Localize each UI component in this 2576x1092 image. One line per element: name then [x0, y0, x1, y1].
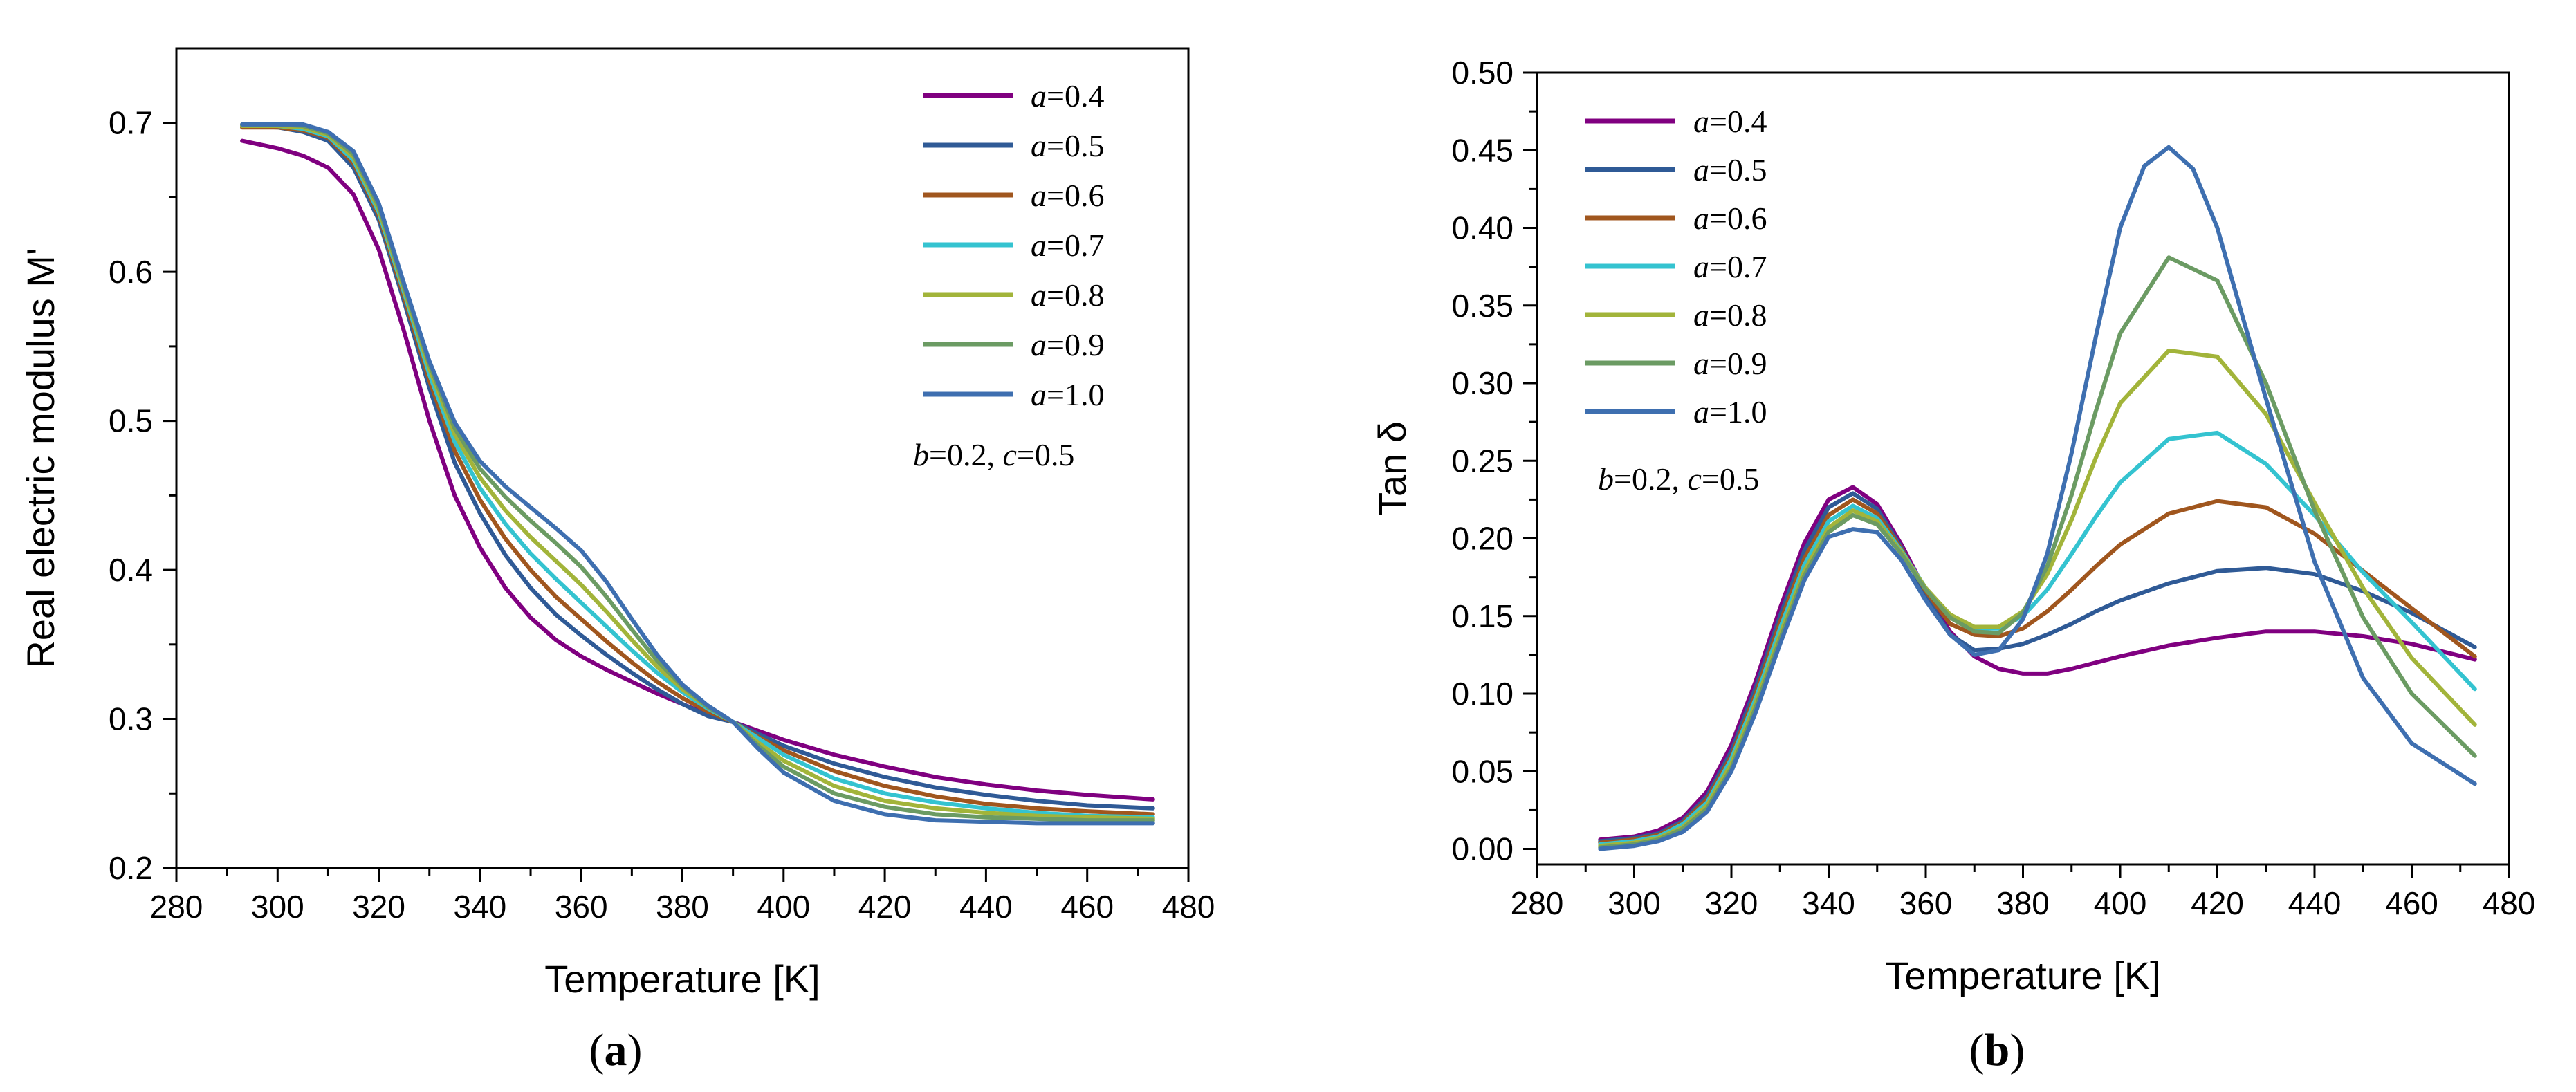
chart-b-x-tick-label: 300 [1608, 885, 1661, 921]
chart-b-legend-label-0-4: a=0.4 [1693, 104, 1767, 139]
chart-a-panel-label: (a) [589, 1025, 643, 1075]
chart-b-y-tick-label: 0.10 [1451, 676, 1514, 712]
chart-b-legend-label-0-6: a=0.6 [1693, 201, 1767, 236]
chart-a-y-tick-label: 0.3 [109, 701, 153, 737]
chart-a-x-tick-label: 320 [352, 889, 405, 925]
chart-b-y-tick-label: 0.35 [1451, 288, 1514, 324]
chart-b-series-line-0-4 [1598, 485, 2477, 842]
chart-b-y-tick-label: 0.25 [1451, 443, 1514, 479]
chart-a-legend-label-1-0: a=1.0 [1031, 377, 1104, 412]
chart-a-x-tick-label: 400 [757, 889, 810, 925]
chart-a-y-tick-label: 0.5 [109, 403, 153, 439]
chart-b-x-tick-label: 480 [2483, 885, 2536, 921]
chart-b-y-tick-label: 0.05 [1451, 753, 1514, 789]
chart-a-x-axis-title: Temperature [K] [544, 957, 820, 1001]
chart-panel-a: 280 300 320 340 360 380 400 420 440 460 480 0.2 0.3 0… [19, 47, 1215, 1075]
chart-b-parameter-annotation: b=0.2, c=0.5 [1598, 461, 1759, 497]
chart-a-legend-label-0-9: a=0.9 [1031, 327, 1104, 362]
chart-panel-b: 280 300 320 340 360 380 400 420 440 460 480 0.00 0.0… [1288, 0, 2576, 1092]
chart-b-legend-label-0-5: a=0.5 [1693, 152, 1767, 187]
chart-a-series-line-1-0 [240, 122, 1155, 826]
chart-b-x-tick-label: 420 [2191, 885, 2244, 921]
chart-b-x-tick-label: 320 [1705, 885, 1758, 921]
chart-a-legend-label-0-8: a=0.8 [1031, 277, 1104, 313]
chart-a-series-line-0-9 [240, 122, 1155, 823]
chart-b-legend-label-1-0: a=1.0 [1693, 394, 1767, 429]
chart-a-y-tick-label: 0.6 [109, 254, 153, 290]
chart-a-x-tick-label: 440 [959, 889, 1013, 925]
chart-b-x-tick-label: 380 [1996, 885, 2050, 921]
chart-b-y-tick-label: 0.00 [1451, 831, 1514, 867]
chart-a-x-tick-label: 360 [555, 889, 608, 925]
chart-b-x-tick-label: 340 [1802, 885, 1855, 921]
chart-a-x-tick-label: 380 [656, 889, 709, 925]
chart-b-x-tick-label: 400 [2094, 885, 2147, 921]
chart-a-y-axis-title: Real electric modulus M' [19, 248, 62, 668]
chart-a-legend-label-0-6: a=0.6 [1031, 178, 1104, 213]
chart-b-legend-label-0-9: a=0.9 [1693, 346, 1767, 381]
chart-a-parameter-annotation: b=0.2, c=0.5 [913, 437, 1074, 472]
chart-b-series-line-1-0 [1598, 145, 2477, 851]
chart-b-x-tick-label: 440 [2288, 885, 2342, 921]
chart-b-x-tick-label: 280 [1511, 885, 1564, 921]
chart-b-legend-label-0-7: a=0.7 [1693, 249, 1767, 284]
chart-a-legend-label-0-5: a=0.5 [1031, 128, 1104, 163]
chart-b-x-axis-title: Temperature [K] [1885, 954, 2160, 997]
chart-b-x-tick-label: 460 [2385, 885, 2438, 921]
chart-a-x-tick-label: 300 [251, 889, 304, 925]
chart-a-x-tick-label: 460 [1060, 889, 1114, 925]
chart-b-y-tick-label: 0.50 [1451, 55, 1514, 91]
chart-a-svg: 280 300 320 340 360 380 400 420 440 460 480 0.2 0.3 0… [19, 47, 1215, 1075]
chart-a-x-tick-label: 340 [454, 889, 507, 925]
chart-a-y-tick-label: 0.7 [109, 105, 153, 141]
chart-b-y-tick-label: 0.30 [1451, 365, 1514, 401]
chart-a-x-tick-label: 280 [150, 889, 203, 925]
chart-b-series-line-0-5 [1598, 491, 2477, 844]
chart-b-y-axis-title: Tan δ [1370, 421, 1414, 516]
chart-a-legend-label-0-4: a=0.4 [1031, 78, 1104, 113]
chart-a-y-tick-label: 0.2 [109, 850, 153, 886]
chart-b-y-tick-label: 0.20 [1451, 521, 1514, 557]
chart-b-legend-label-0-8: a=0.8 [1693, 297, 1767, 333]
chart-a-y-tick-label: 0.4 [109, 552, 153, 588]
chart-b-panel-label: (b) [1969, 1025, 2025, 1075]
chart-b-y-tick-label: 0.15 [1451, 598, 1514, 634]
chart-a-x-tick-label: 420 [858, 889, 912, 925]
chart-b-x-tick-label: 360 [1899, 885, 1953, 921]
chart-b-svg: 280 300 320 340 360 380 400 420 440 460 480 0.00 0.0… [1370, 55, 2536, 1075]
chart-a-legend-label-0-7: a=0.7 [1031, 228, 1104, 263]
chart-b-y-tick-label: 0.40 [1451, 210, 1514, 246]
chart-b-y-tick-label: 0.45 [1451, 132, 1514, 168]
chart-a-x-tick-label: 480 [1162, 889, 1215, 925]
chart-a-series-line-0-4 [240, 138, 1155, 802]
